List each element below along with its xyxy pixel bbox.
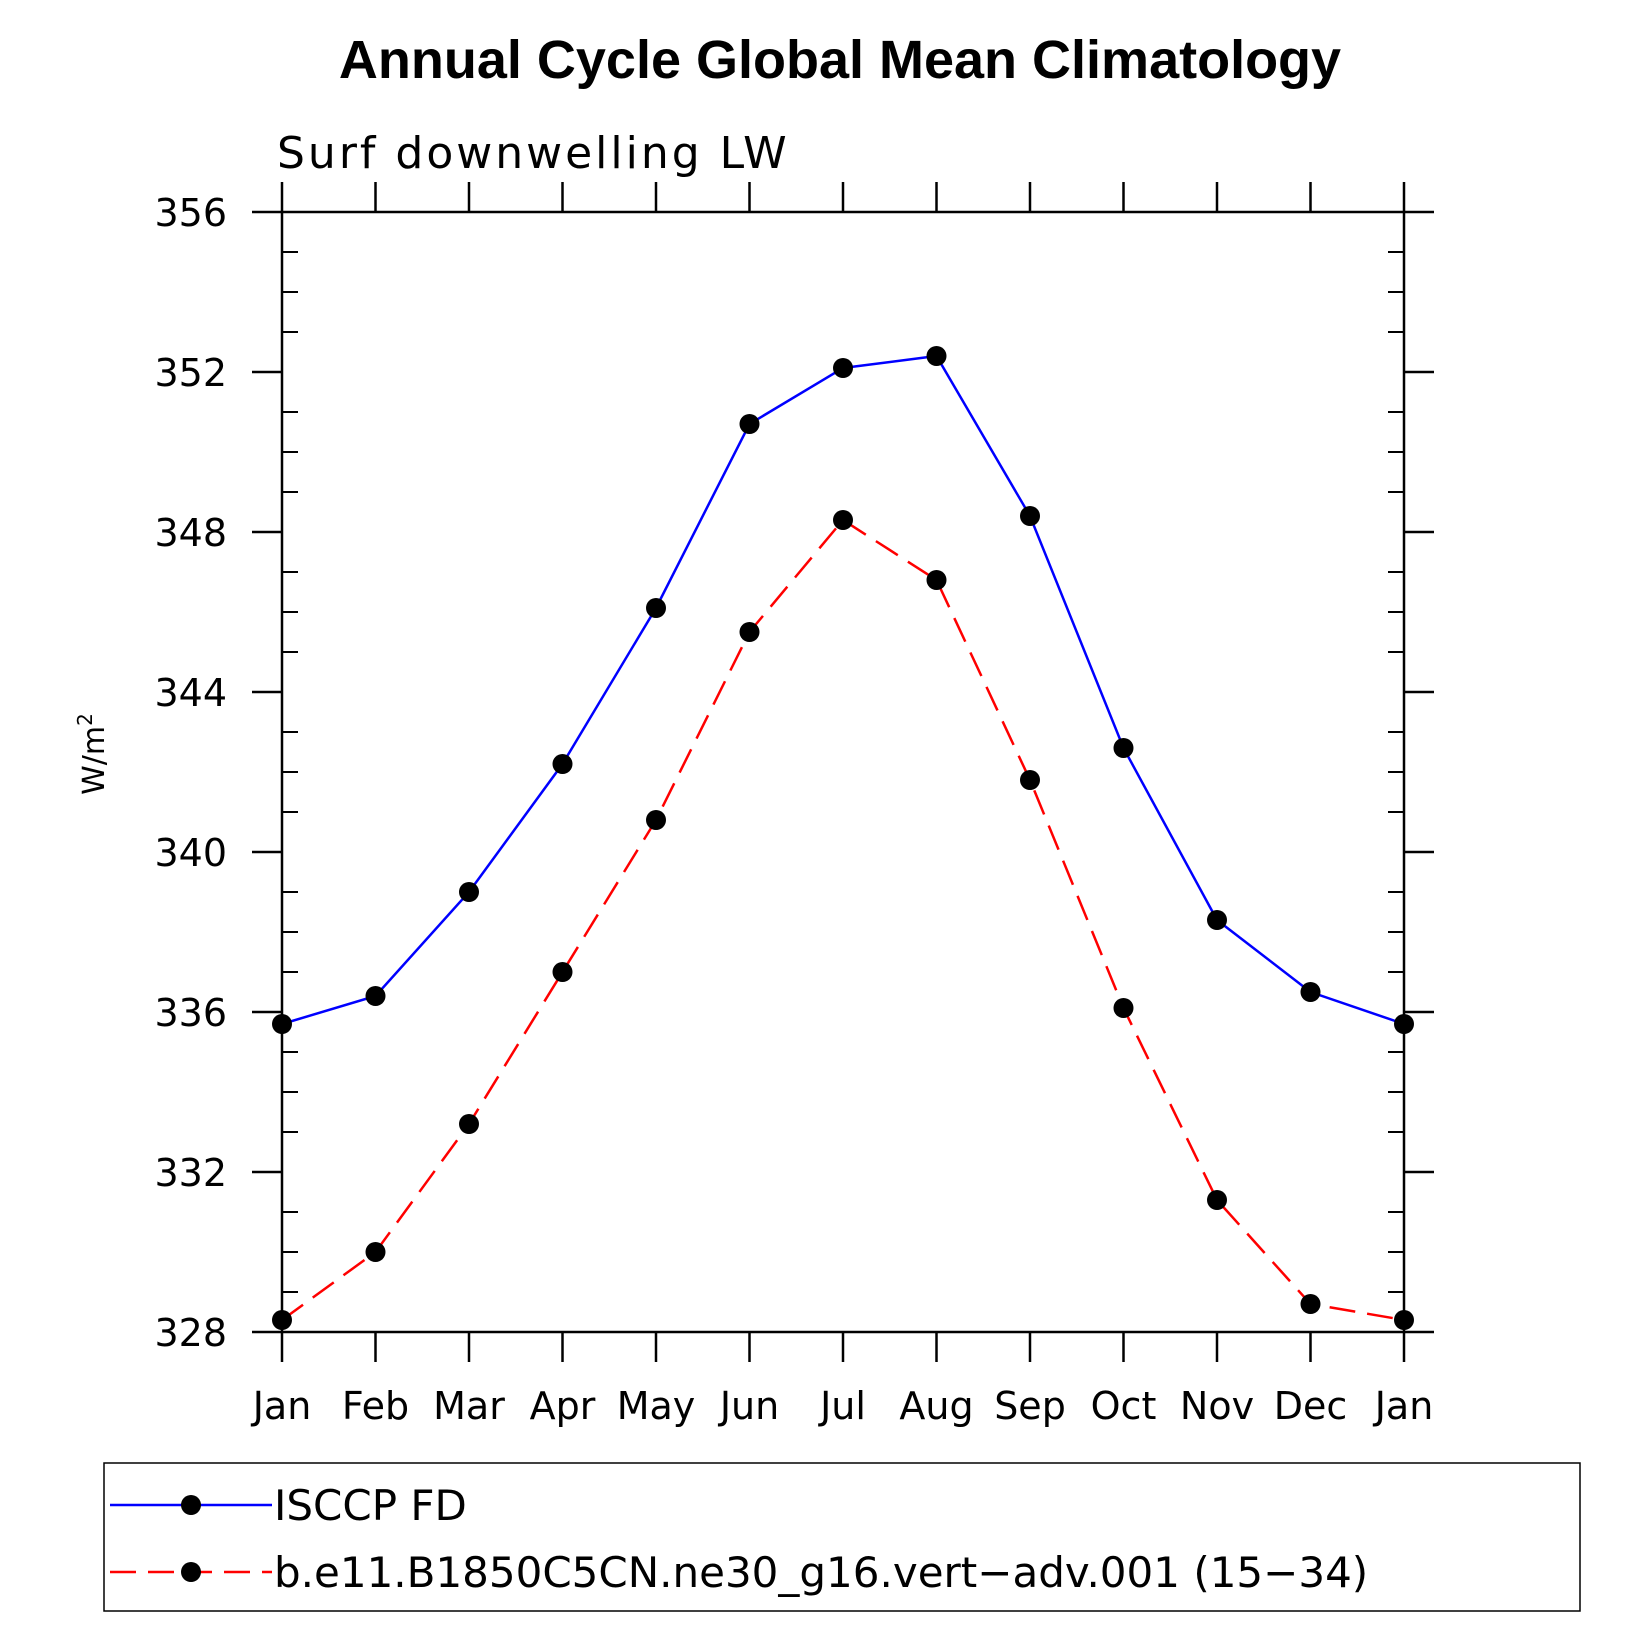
data-point-series-1	[1300, 982, 1321, 1002]
data-point-series-1	[1394, 1014, 1414, 1034]
data-point-series-1	[552, 754, 573, 774]
x-tick-label: Jan	[251, 1384, 312, 1428]
y-tick-label: 348	[154, 511, 227, 555]
data-point-series-1	[833, 358, 853, 378]
legend-label-2: b.e11.B1850C5CN.ne30_g16.vert−adv.001 (1…	[274, 1548, 1368, 1597]
data-point-series-1	[646, 598, 666, 618]
axis-tick-labels: Jan Feb Mar Apr May Jun Jul Aug Sep Oct Nov Dec Jan 3…	[154, 191, 1433, 1428]
x-tick-label: Apr	[530, 1384, 596, 1428]
data-point-series-2	[365, 1242, 386, 1262]
data-point-series-2	[833, 510, 853, 530]
data-point-series-2	[459, 1114, 479, 1134]
x-tick-label: Jan	[1373, 1384, 1434, 1428]
svg-text:W/m2: W/m2	[73, 713, 112, 795]
legend-marker-1	[181, 1495, 201, 1515]
series-markers	[272, 346, 1414, 1330]
x-tick-label: Feb	[342, 1384, 409, 1428]
data-point-series-2	[1020, 770, 1040, 790]
data-point-series-2	[1207, 1190, 1227, 1210]
x-tick-label: Jun	[718, 1384, 779, 1428]
data-point-series-1	[1113, 738, 1134, 758]
chart-title: Annual Cycle Global Mean Climatology	[339, 30, 1341, 90]
y-tick-label: 340	[154, 831, 227, 875]
data-point-series-1	[1207, 910, 1227, 930]
y-tick-label: 344	[154, 671, 227, 715]
data-point-series-2	[1300, 1294, 1321, 1314]
series-line-1	[281, 354, 1405, 1026]
x-tick-label: Oct	[1091, 1384, 1157, 1428]
data-point-series-1	[739, 414, 760, 434]
legend-box	[103, 1462, 1581, 1612]
data-point-series-1	[926, 346, 947, 366]
data-point-series-2	[1394, 1310, 1414, 1330]
chart-subtitle: Surf downwelling LW	[277, 128, 790, 179]
data-point-series-2	[926, 570, 947, 590]
legend-label-1: ISCCP FD	[274, 1481, 467, 1530]
data-point-series-1	[365, 986, 386, 1006]
x-tick-label: Aug	[899, 1384, 973, 1428]
y-tick-label: 352	[154, 351, 227, 395]
y-tick-label: 332	[154, 1151, 227, 1195]
y-axis-label-superscript: 2	[73, 713, 97, 726]
data-point-series-1	[272, 1014, 292, 1034]
data-point-series-2	[1113, 998, 1134, 1018]
y-tick-label: 336	[154, 991, 227, 1035]
data-point-series-2	[272, 1310, 292, 1330]
series-line-2	[281, 518, 1405, 1322]
x-tick-label: Sep	[994, 1384, 1066, 1428]
y-axis-label: W/m2	[73, 713, 112, 795]
data-point-series-1	[1020, 506, 1040, 526]
x-tick-label: May	[617, 1384, 696, 1428]
y-tick-label: 356	[154, 191, 227, 235]
x-tick-label: Mar	[433, 1384, 505, 1428]
x-tick-label: Dec	[1274, 1384, 1348, 1428]
series-lines	[281, 354, 1405, 1322]
data-point-series-2	[646, 810, 666, 830]
x-tick-label: Nov	[1180, 1384, 1254, 1428]
y-axis-label-text: W/m	[77, 726, 112, 795]
plot-frame	[280, 210, 1406, 1334]
y-tick-label: 328	[154, 1311, 227, 1355]
data-point-series-2	[739, 622, 760, 642]
legend: ISCCP FD b.e11.B1850C5CN.ne30_g16.vert−ad…	[110, 1481, 1368, 1597]
axis-ticks	[252, 182, 1434, 1362]
data-point-series-2	[552, 962, 573, 982]
data-point-series-1	[459, 882, 479, 902]
x-tick-label: Jul	[818, 1384, 866, 1428]
legend-marker-2	[181, 1562, 201, 1582]
